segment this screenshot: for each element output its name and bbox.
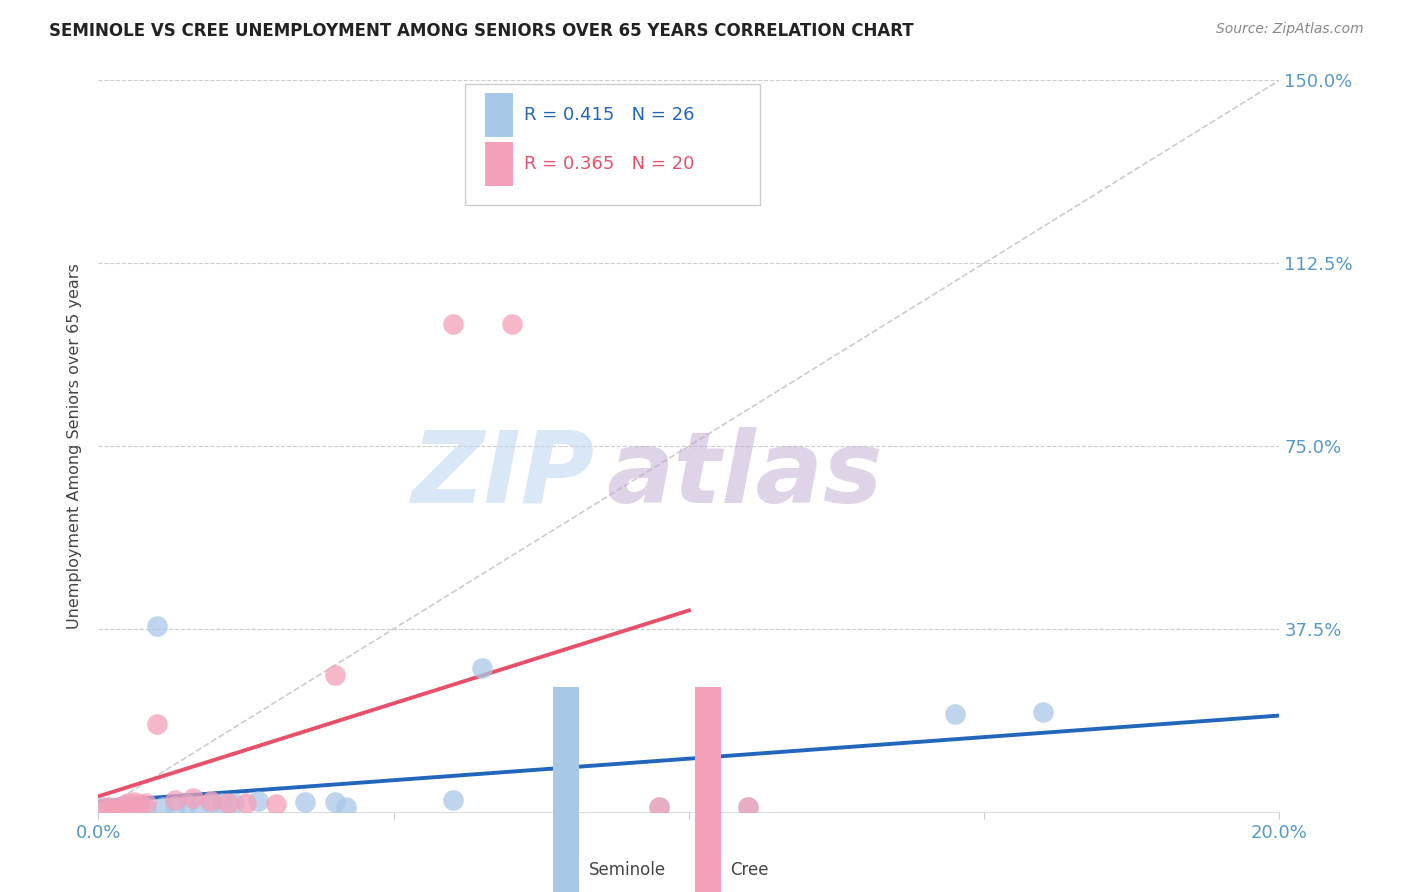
Point xyxy=(165,792,187,806)
Point xyxy=(217,796,239,810)
Point xyxy=(98,801,121,815)
Point xyxy=(235,796,257,810)
Point xyxy=(648,800,671,814)
Point xyxy=(187,798,209,813)
Point xyxy=(1032,705,1054,719)
Point xyxy=(93,801,115,815)
Point xyxy=(111,798,134,813)
Point xyxy=(122,795,145,809)
Bar xyxy=(485,94,513,137)
Point xyxy=(181,791,204,805)
Point xyxy=(117,796,139,810)
Point xyxy=(335,800,357,814)
Point xyxy=(648,800,671,814)
Point xyxy=(737,800,759,814)
Point xyxy=(152,800,174,814)
Point xyxy=(441,317,464,331)
Point xyxy=(441,792,464,806)
Point xyxy=(264,797,287,812)
Point xyxy=(146,619,169,633)
Point xyxy=(246,794,269,808)
Point xyxy=(135,801,157,815)
Y-axis label: Unemployment Among Seniors over 65 years: Unemployment Among Seniors over 65 years xyxy=(66,263,82,629)
Bar xyxy=(485,143,513,186)
Point xyxy=(128,802,150,816)
Text: R = 0.415   N = 26: R = 0.415 N = 26 xyxy=(523,106,695,124)
Point xyxy=(224,796,246,810)
Point xyxy=(200,796,222,810)
Point xyxy=(176,797,198,812)
Point xyxy=(294,795,316,809)
Bar xyxy=(553,688,579,892)
Point xyxy=(98,800,121,814)
Point xyxy=(323,668,346,682)
Point xyxy=(135,796,157,810)
Text: Cree: Cree xyxy=(730,862,769,880)
Point xyxy=(165,798,187,813)
Point xyxy=(105,802,128,816)
FancyBboxPatch shape xyxy=(464,84,759,204)
Point xyxy=(501,317,523,331)
Point xyxy=(737,800,759,814)
Point xyxy=(93,800,115,814)
Point xyxy=(122,800,145,814)
Text: SEMINOLE VS CREE UNEMPLOYMENT AMONG SENIORS OVER 65 YEARS CORRELATION CHART: SEMINOLE VS CREE UNEMPLOYMENT AMONG SENI… xyxy=(49,22,914,40)
Text: Seminole: Seminole xyxy=(589,862,665,880)
Point xyxy=(128,797,150,812)
Point xyxy=(471,661,494,675)
Point xyxy=(117,801,139,815)
Text: Source: ZipAtlas.com: Source: ZipAtlas.com xyxy=(1216,22,1364,37)
Point xyxy=(146,717,169,731)
Text: ZIP: ZIP xyxy=(412,426,595,524)
Point xyxy=(323,795,346,809)
Point xyxy=(200,794,222,808)
Text: atlas: atlas xyxy=(606,426,883,524)
Point xyxy=(943,707,966,722)
Point xyxy=(111,798,134,813)
Text: R = 0.365   N = 20: R = 0.365 N = 20 xyxy=(523,155,695,173)
Point xyxy=(211,796,233,810)
Point xyxy=(105,802,128,816)
Bar xyxy=(695,688,721,892)
